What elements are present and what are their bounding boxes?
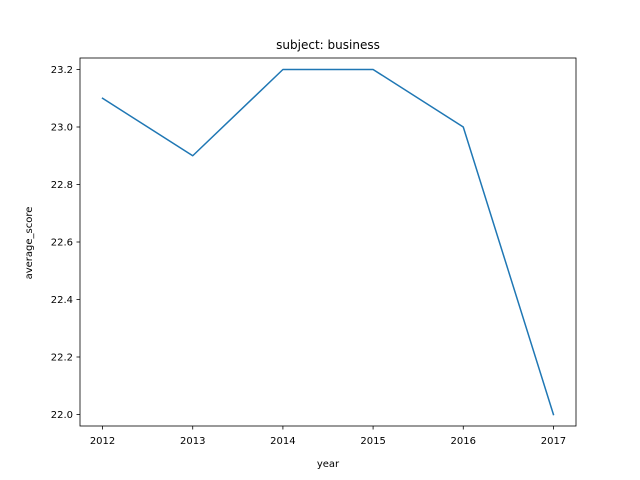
x-tick-label: 2016 [451,436,476,447]
y-tick-label: 23.0 [51,123,73,134]
chart-title: subject: business [276,38,380,52]
y-tick-label: 22.2 [51,353,73,364]
x-tick-label: 2012 [90,436,115,447]
series-line [101,68,555,416]
y-tick-label: 23.2 [51,65,73,76]
y-tick-label: 22.6 [51,238,73,249]
x-axis-label: year [317,459,340,470]
x-tick-label: 2017 [541,436,566,447]
x-tick-label: 2013 [180,436,205,447]
plot-area: 2012 2013 2014 2015 2016 2017 22.0 22.2 22.4 22.6… [51,57,577,447]
y-tick-label: 22.8 [51,180,73,191]
y-tick-label: 22.4 [51,295,73,306]
x-tick-label: 2015 [360,436,385,447]
x-tick-label: 2014 [270,436,295,447]
y-tick-label: 22.0 [51,410,73,421]
y-axis-label: average_score [24,207,35,280]
